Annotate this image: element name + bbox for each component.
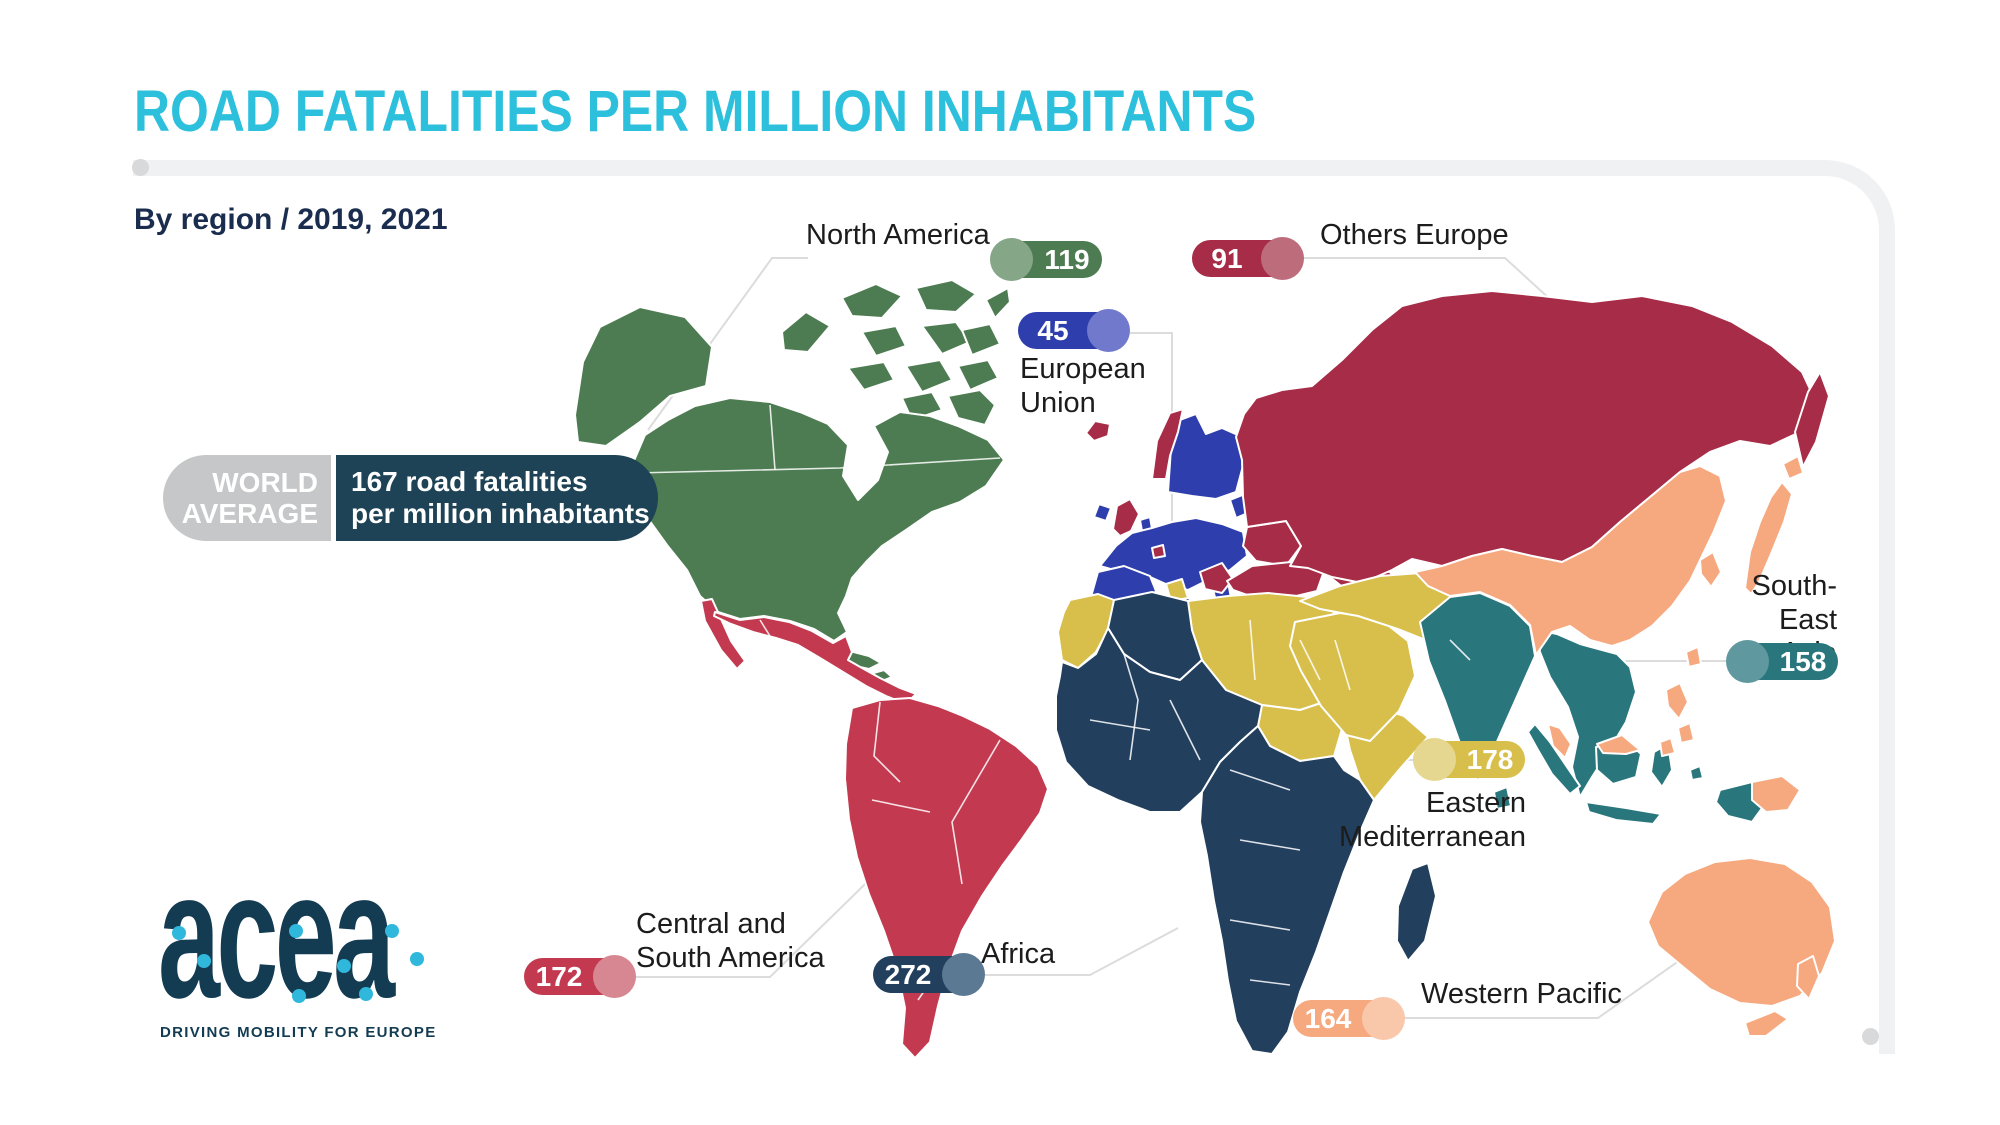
frame-cap-bottom	[1862, 1028, 1879, 1045]
map-region-others-europe	[1085, 290, 1830, 600]
value-pill-south-east-asia: 158	[1726, 640, 1838, 683]
value-pill-western-pacific: 164	[1293, 997, 1405, 1040]
logo-dot	[197, 954, 211, 968]
pill-accent-circle	[942, 953, 985, 996]
logo-dot	[359, 987, 373, 1001]
pill-value-western-pacific: 164	[1304, 1003, 1352, 1034]
logo-dot	[410, 952, 424, 966]
value-pill-central-south-america: 172	[524, 955, 636, 998]
page-title: ROAD FATALITIES PER MILLION INHABITANTS	[134, 79, 1257, 144]
map-region-western-pacific	[1414, 455, 1836, 1037]
world-average-label-badge: WORLD AVERAGE	[163, 455, 331, 541]
value-pill-north-america: 119	[990, 238, 1102, 281]
acea-logo-tagline: DRIVING MOBILITY FOR EUROPE	[160, 1024, 437, 1041]
value-pill-european-union: 45	[1018, 309, 1130, 352]
subtitle: By region / 2019, 2021	[134, 203, 448, 236]
region-label-central-south-america: Central and South America	[636, 908, 825, 974]
pill-accent-circle	[1413, 738, 1456, 781]
region-label-north-america: North America	[806, 219, 990, 251]
region-label-africa: Africa	[981, 938, 1056, 970]
country-borders	[635, 404, 1471, 1001]
pill-accent-circle	[593, 955, 636, 998]
frame-cap-left	[132, 159, 149, 176]
acea-logo-wordmark: acea	[158, 835, 395, 1036]
region-label-eastern-mediterranean: Eastern Mediterranean	[1339, 787, 1526, 853]
world-average-value-badge: 167 road fatalities per million inhabita…	[336, 455, 658, 541]
pill-accent-circle	[1726, 640, 1769, 683]
logo-dot	[337, 959, 351, 973]
pill-accent-circle	[1362, 997, 1405, 1040]
map-region-africa	[1055, 591, 1437, 1055]
leader-central-south-america	[631, 847, 903, 978]
pill-value-others-europe: 91	[1211, 243, 1243, 274]
pill-value-eastern-mediterranean: 178	[1466, 744, 1514, 775]
logo-dot	[385, 924, 399, 938]
pill-value-central-south-america: 172	[535, 961, 583, 992]
pill-accent-circle	[1261, 237, 1304, 280]
leader-africa	[963, 927, 1179, 976]
value-pill-others-europe: 91	[1192, 237, 1304, 280]
region-label-western-pacific: Western Pacific	[1421, 978, 1622, 1010]
pill-value-south-east-asia: 158	[1779, 646, 1827, 677]
pill-accent-circle	[990, 238, 1033, 281]
logo-dot	[289, 924, 303, 938]
logo-dot	[292, 989, 306, 1003]
value-pill-eastern-mediterranean: 178	[1413, 738, 1525, 781]
pill-value-european-union: 45	[1037, 315, 1069, 346]
leader-western-pacific	[1403, 945, 1701, 1019]
logo-dot	[172, 926, 186, 940]
region-label-european-union: European Union	[1020, 353, 1146, 419]
map-region-north-america	[574, 279, 1011, 684]
acea-logo: acea DRIVING MOBILITY FOR EUROPE	[158, 846, 458, 1058]
pill-value-africa: 272	[884, 959, 932, 990]
region-label-others-europe: Others Europe	[1320, 219, 1509, 251]
pill-accent-circle	[1087, 309, 1130, 352]
pill-value-north-america: 119	[1044, 244, 1090, 275]
map-region-central-south-america	[700, 598, 1049, 1059]
value-pill-africa: 272	[873, 953, 985, 996]
